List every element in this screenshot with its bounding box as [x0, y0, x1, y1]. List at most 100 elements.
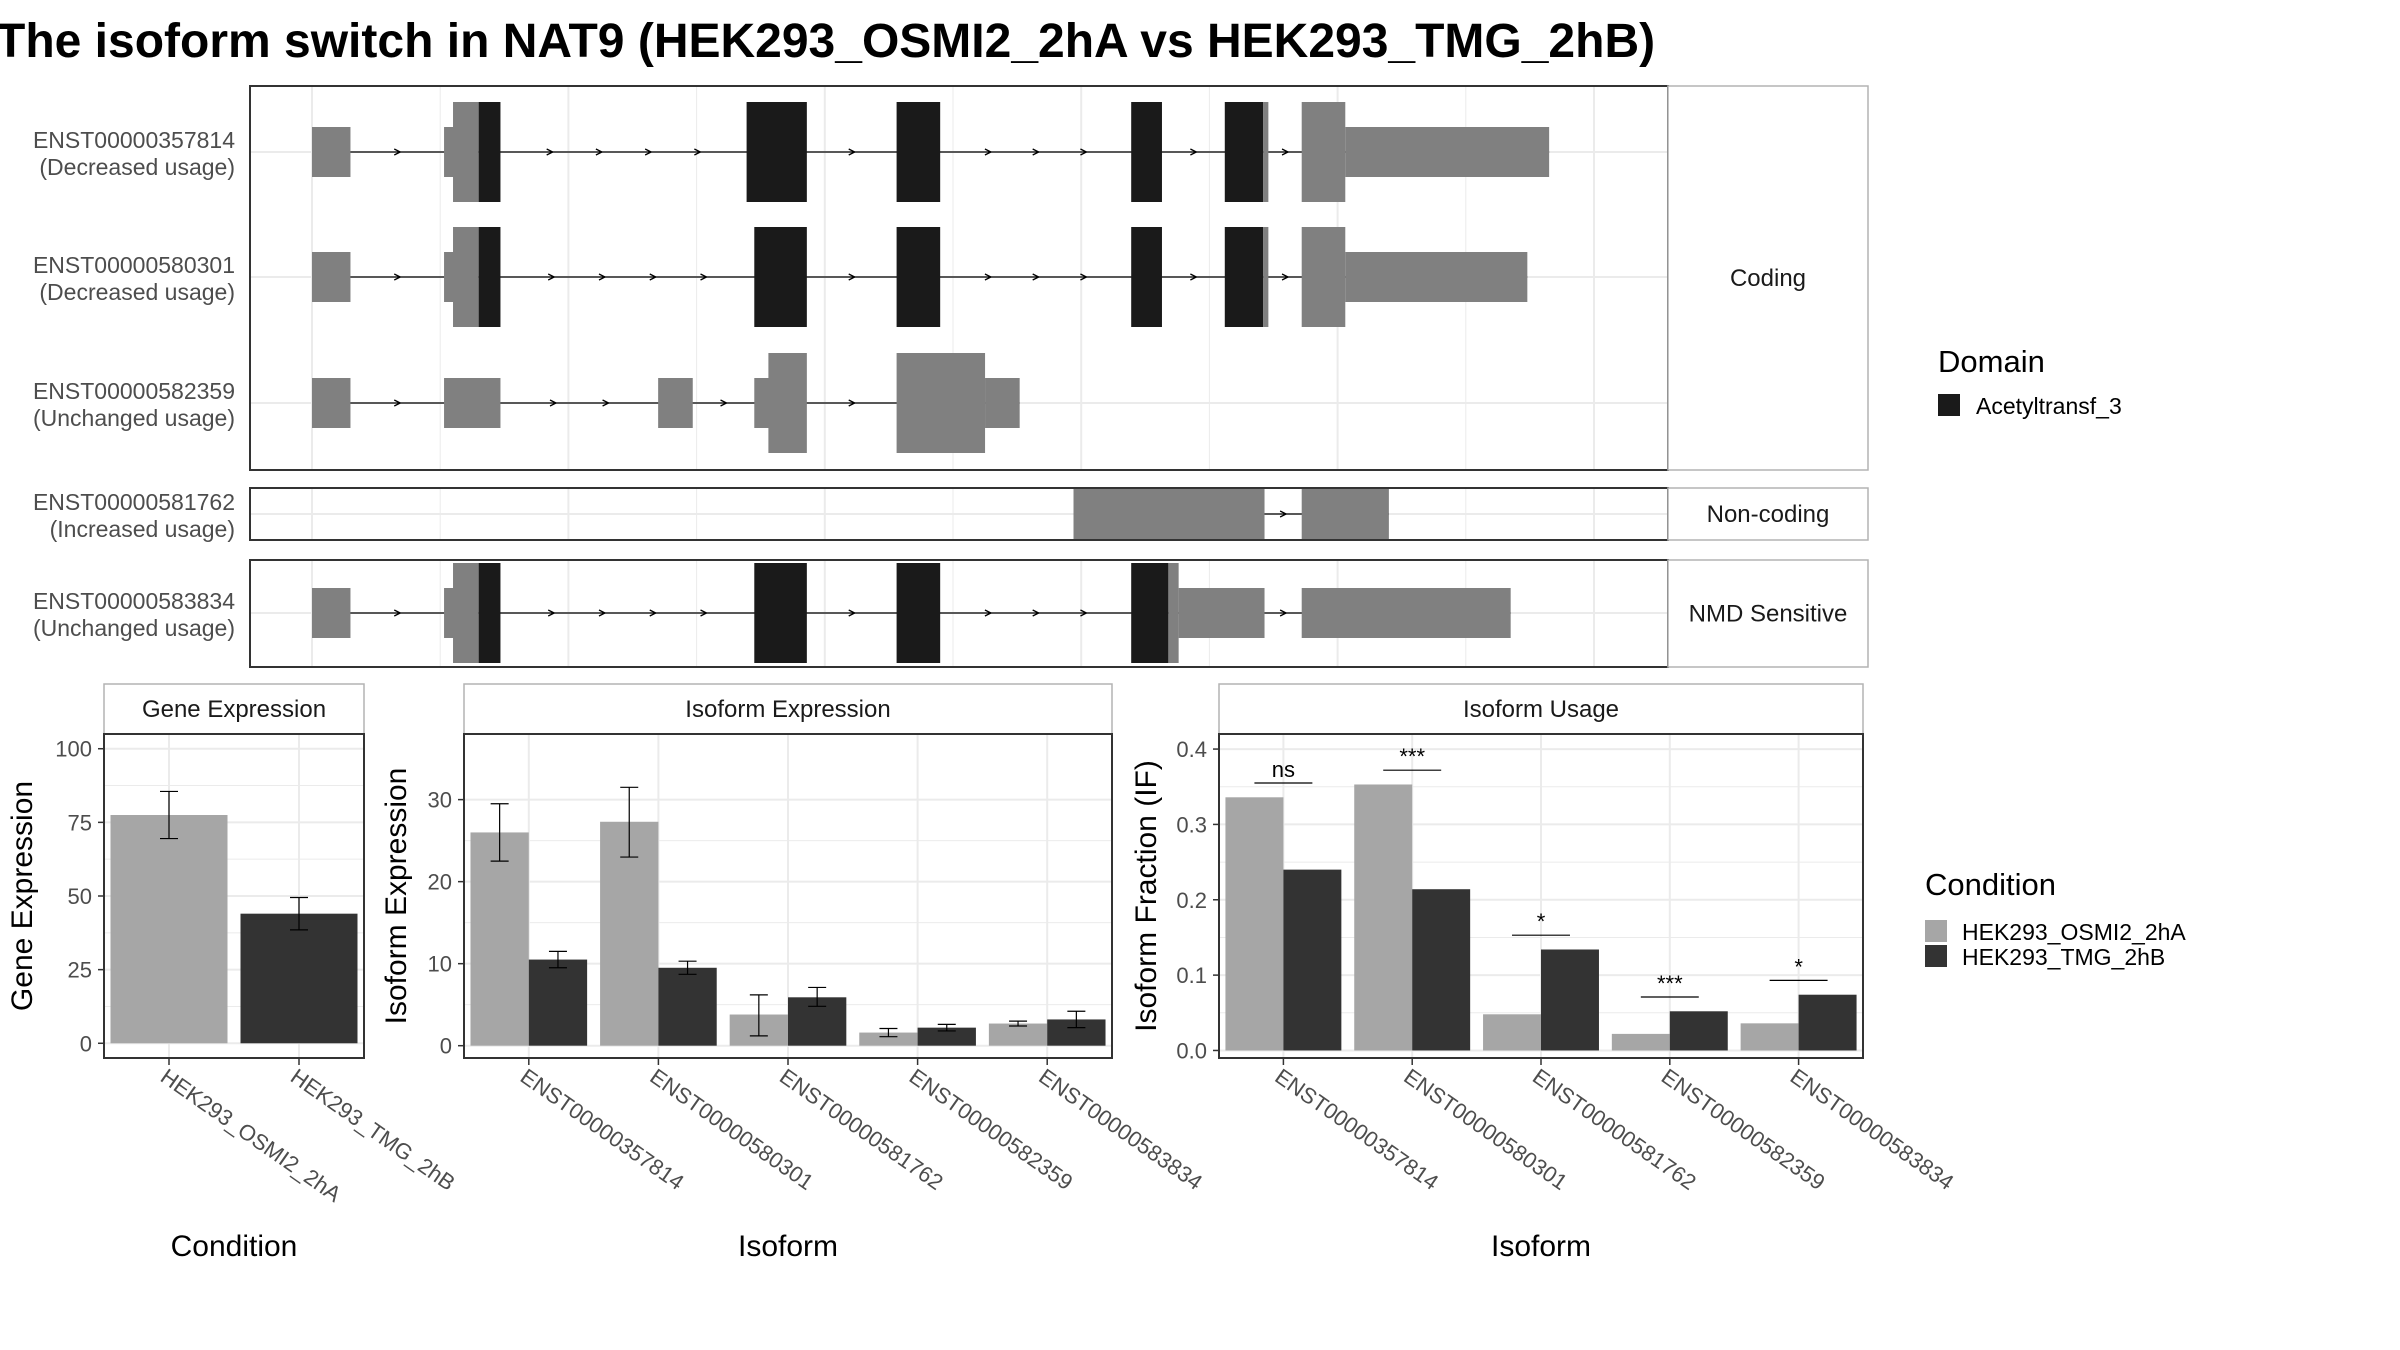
isoform-expression-panel: Isoform Expression0102030ENST00000357814… — [380, 683, 1207, 1263]
condition-legend-label-b: HEK293_TMG_2hB — [1962, 944, 2165, 970]
domain-exon — [746, 102, 807, 202]
direction-arrow — [984, 273, 993, 281]
bar — [110, 815, 228, 1044]
condition-legend-title: Condition — [1925, 867, 2056, 902]
y-tick-label: 0 — [440, 1034, 452, 1059]
utr-exon — [312, 127, 351, 177]
significance-label: *** — [1657, 971, 1683, 996]
direction-arrow — [1080, 148, 1088, 156]
direction-arrow — [700, 609, 708, 617]
direction-arrow — [549, 399, 558, 407]
isoform-id-label: ENST00000357814 — [33, 127, 235, 153]
domain-exon — [754, 563, 807, 663]
isoform-usage-label: (Decreased usage) — [39, 154, 235, 180]
bar — [988, 1023, 1048, 1046]
panel-strip — [1218, 683, 1864, 735]
bar — [528, 959, 588, 1046]
direction-arrow — [595, 148, 604, 156]
direction-arrow — [598, 609, 607, 617]
direction-arrow — [1279, 510, 1288, 518]
direction-arrow — [1032, 609, 1041, 617]
utr-exon — [453, 227, 479, 327]
utr-exon — [312, 378, 351, 428]
facet-strip-label: NMD Sensitive — [1689, 601, 1848, 628]
direction-arrow — [393, 273, 402, 281]
direction-arrow — [598, 273, 607, 281]
direction-arrow — [649, 609, 658, 617]
domain-exon — [1131, 227, 1162, 327]
isoform-track — [1073, 489, 1389, 539]
error-bar — [749, 994, 768, 1037]
utr-exon — [453, 102, 479, 202]
y-axis-title: Isoform Expression — [380, 768, 413, 1025]
bar — [917, 1027, 976, 1046]
figure-title: The isoform switch in NAT9 (HEK293_OSMI2… — [0, 15, 1655, 68]
utr-exon — [1301, 588, 1511, 638]
direction-arrow — [1281, 273, 1290, 281]
direction-arrow — [393, 148, 402, 156]
y-tick-label: 75 — [68, 810, 92, 835]
isoform-usage-label: (Increased usage) — [50, 516, 235, 542]
bar — [658, 967, 717, 1046]
domain-exon — [478, 563, 501, 663]
structure-group-0: ENST00000357814(Decreased usage)ENST0000… — [33, 85, 1869, 471]
isoform-usage-label: (Decreased usage) — [39, 279, 235, 305]
direction-arrow — [984, 148, 993, 156]
structure-group-1: ENST00000581762(Increased usage) Non-codi… — [33, 487, 1869, 542]
isoform-id-label: ENST00000582359 — [33, 378, 235, 404]
gene-expression-panel: Gene Expression0255075100HEK293_OSMI2_2h… — [6, 683, 460, 1263]
panel-strip — [463, 683, 1113, 735]
isoform-id-label: ENST00000581762 — [33, 489, 235, 515]
significance-label: * — [1794, 954, 1803, 979]
error-bar — [937, 1023, 956, 1032]
direction-arrow — [1190, 273, 1198, 281]
bar — [240, 913, 358, 1044]
utr-exon — [1168, 563, 1179, 663]
facet-strip — [1667, 559, 1869, 668]
isoform-track — [312, 563, 1511, 663]
y-axis-title: Gene Expression — [6, 781, 39, 1011]
direction-arrow — [1080, 273, 1088, 281]
y-tick-label: 30 — [428, 788, 452, 813]
utr-exon — [444, 378, 501, 428]
direction-arrow — [547, 273, 556, 281]
x-axis-title: Isoform — [738, 1230, 838, 1263]
bar — [1669, 1011, 1728, 1051]
domain-exon — [1131, 102, 1162, 202]
bar — [1798, 994, 1857, 1051]
isoform-usage-label: (Unchanged usage) — [33, 405, 235, 431]
facet-strip — [1667, 85, 1869, 471]
direction-arrow — [848, 609, 857, 617]
domain-exon — [896, 102, 941, 202]
domain-exon — [896, 227, 941, 327]
isoform-id-label: ENST00000580301 — [33, 252, 235, 278]
isoform-usage-label: (Unchanged usage) — [33, 615, 235, 641]
y-tick-label: 25 — [68, 958, 92, 983]
domain-exon — [1224, 227, 1264, 327]
facet-strip-label: Non-coding — [1707, 501, 1830, 528]
utr-exon — [896, 353, 986, 453]
error-bar — [1009, 1020, 1028, 1027]
domain-legend-label: Acetyltransf_3 — [1976, 393, 2122, 419]
domain-exon — [1224, 102, 1264, 202]
direction-arrow — [1190, 148, 1198, 156]
direction-arrow — [644, 148, 653, 156]
significance-label: *** — [1399, 744, 1425, 769]
utr-exon — [312, 252, 351, 302]
isoform-usage-panel: Isoform Usagens********0.00.10.20.30.4EN… — [1130, 683, 1958, 1263]
direction-arrow — [1281, 148, 1290, 156]
bar — [1283, 869, 1342, 1051]
y-tick-label: 20 — [428, 870, 452, 895]
direction-arrow — [1032, 273, 1041, 281]
bar — [600, 821, 659, 1046]
condition-legend: Condition HEK293_OSMI2_2hA HEK293_TMG_2h… — [1925, 867, 2186, 970]
utr-exon — [658, 378, 693, 428]
domain-legend-key — [1938, 394, 1960, 416]
y-tick-label: 0.2 — [1176, 888, 1207, 913]
y-tick-label: 0.0 — [1176, 1038, 1207, 1063]
panel-strip-title: Isoform Expression — [685, 696, 890, 723]
isoform-track — [312, 102, 1550, 202]
error-bar — [490, 803, 509, 862]
y-tick-label: 0.1 — [1176, 963, 1207, 988]
